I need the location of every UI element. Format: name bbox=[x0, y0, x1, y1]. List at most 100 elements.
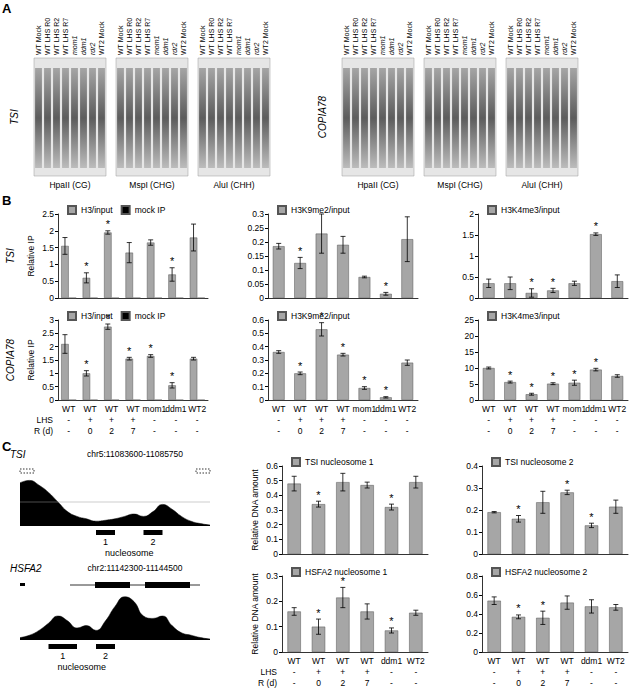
svg-text:mom1: mom1 bbox=[153, 35, 160, 55]
svg-text:WT: WT bbox=[536, 656, 549, 666]
svg-text:*: * bbox=[384, 384, 389, 396]
svg-text:0.3: 0.3 bbox=[466, 483, 478, 493]
svg-text:rdr2: rdr2 bbox=[479, 42, 486, 55]
svg-text:-: - bbox=[616, 415, 619, 425]
svg-text:*: * bbox=[529, 381, 534, 393]
svg-text:mom1: mom1 bbox=[143, 404, 167, 414]
svg-text:5: 5 bbox=[469, 379, 474, 389]
svg-text:WT LHS R0: WT LHS R0 bbox=[44, 18, 51, 55]
svg-text:chr2:11142300-11144500: chr2:11142300-11144500 bbox=[88, 563, 183, 573]
svg-text:+: + bbox=[340, 667, 345, 677]
svg-text:*: * bbox=[316, 607, 321, 619]
svg-text:0.2: 0.2 bbox=[266, 520, 278, 530]
svg-text:+: + bbox=[516, 667, 521, 677]
svg-text:-: - bbox=[384, 415, 387, 425]
svg-text:-: - bbox=[174, 415, 177, 425]
svg-text:0: 0 bbox=[273, 647, 278, 657]
svg-text:WT2 Mock: WT2 Mock bbox=[180, 21, 187, 55]
svg-text:0: 0 bbox=[473, 647, 478, 657]
svg-text:TSI: TSI bbox=[10, 449, 26, 460]
svg-text:0.3: 0.3 bbox=[252, 209, 264, 219]
svg-text:ddm1: ddm1 bbox=[162, 37, 169, 55]
svg-text:0: 0 bbox=[49, 293, 54, 303]
svg-text:WT: WT bbox=[336, 404, 349, 414]
svg-text:+: + bbox=[319, 415, 324, 425]
svg-text:*: * bbox=[541, 599, 546, 611]
svg-text:TSI nucleosome 1: TSI nucleosome 1 bbox=[305, 457, 374, 467]
svg-text:ddm1: ddm1 bbox=[585, 404, 607, 414]
svg-text:-: - bbox=[414, 667, 417, 677]
svg-text:WT: WT bbox=[315, 404, 328, 414]
svg-text:WT: WT bbox=[84, 404, 97, 414]
svg-text:*: * bbox=[594, 220, 599, 232]
svg-text:+: + bbox=[88, 415, 93, 425]
svg-text:AluI (CHH): AluI (CHH) bbox=[521, 180, 562, 190]
svg-text:0: 0 bbox=[49, 395, 54, 405]
svg-text:-: - bbox=[153, 415, 156, 425]
svg-text:0.5: 0.5 bbox=[462, 272, 474, 282]
svg-text:*: * bbox=[106, 218, 111, 230]
svg-text:ddm1: ddm1 bbox=[470, 37, 477, 55]
svg-text:-: - bbox=[67, 426, 70, 436]
svg-text:rdr2: rdr2 bbox=[561, 42, 568, 55]
svg-text:mock IP: mock IP bbox=[135, 311, 166, 321]
svg-text:WT Mock: WT Mock bbox=[35, 25, 42, 55]
svg-text:+: + bbox=[131, 415, 136, 425]
svg-text:COPIA78: COPIA78 bbox=[317, 95, 328, 138]
svg-text:HpaII (CG): HpaII (CG) bbox=[49, 180, 90, 190]
svg-text:2: 2 bbox=[103, 651, 108, 661]
svg-text:-: - bbox=[277, 415, 280, 425]
svg-text:0.5: 0.5 bbox=[42, 382, 54, 392]
svg-text:*: * bbox=[298, 245, 303, 257]
svg-text:1.5: 1.5 bbox=[42, 243, 54, 253]
svg-text:WT LHS R2: WT LHS R2 bbox=[525, 18, 532, 55]
svg-text:0.3: 0.3 bbox=[252, 355, 264, 365]
svg-text:2: 2 bbox=[340, 678, 345, 688]
svg-text:0: 0 bbox=[469, 293, 474, 303]
svg-text:WT Mock: WT Mock bbox=[117, 25, 124, 55]
svg-text:mom1: mom1 bbox=[563, 404, 587, 414]
svg-text:WT: WT bbox=[361, 656, 374, 666]
svg-text:0.25: 0.25 bbox=[247, 223, 264, 233]
svg-text:R (d): R (d) bbox=[258, 678, 277, 688]
svg-text:0: 0 bbox=[316, 678, 321, 688]
svg-text:WT LHS R2: WT LHS R2 bbox=[443, 18, 450, 55]
svg-text:HpaII (CG): HpaII (CG) bbox=[357, 180, 398, 190]
svg-text:-: - bbox=[390, 678, 393, 688]
svg-text:*: * bbox=[565, 478, 570, 490]
svg-text:WT: WT bbox=[504, 404, 517, 414]
svg-text:WT LHS R0: WT LHS R0 bbox=[516, 18, 523, 55]
svg-text:WT LHS R0: WT LHS R0 bbox=[126, 18, 133, 55]
svg-text:0.1: 0.1 bbox=[266, 534, 278, 544]
svg-text:MspI (CHG): MspI (CHG) bbox=[437, 180, 483, 190]
svg-text:WT LHS R7: WT LHS R7 bbox=[144, 18, 151, 55]
svg-text:0.2: 0.2 bbox=[466, 628, 478, 638]
svg-text:+: + bbox=[298, 415, 303, 425]
svg-text:2: 2 bbox=[469, 209, 474, 219]
svg-text:WT LHS R2: WT LHS R2 bbox=[135, 18, 142, 55]
svg-text:1: 1 bbox=[469, 251, 474, 261]
svg-text:3: 3 bbox=[49, 315, 54, 325]
svg-text:nucleosome: nucleosome bbox=[57, 662, 106, 672]
svg-text:-: - bbox=[174, 426, 177, 436]
svg-text:1: 1 bbox=[103, 537, 108, 547]
svg-text:ddm1: ddm1 bbox=[375, 404, 397, 414]
svg-text:0.6: 0.6 bbox=[466, 590, 478, 600]
svg-text:*: * bbox=[551, 276, 556, 288]
svg-text:TSI: TSI bbox=[5, 248, 16, 264]
svg-text:*: * bbox=[572, 368, 577, 380]
svg-text:WT LHS R0: WT LHS R0 bbox=[434, 18, 441, 55]
svg-text:ddm1: ddm1 bbox=[244, 37, 251, 55]
svg-text:*: * bbox=[341, 575, 346, 587]
svg-text:2: 2 bbox=[319, 426, 324, 436]
svg-text:LHS: LHS bbox=[36, 415, 53, 425]
svg-text:0.4: 0.4 bbox=[466, 609, 478, 619]
svg-text:-: - bbox=[293, 667, 296, 677]
svg-text:rdr2: rdr2 bbox=[397, 42, 404, 55]
svg-text:-: - bbox=[590, 667, 593, 677]
svg-text:0: 0 bbox=[273, 549, 278, 559]
svg-text:-: - bbox=[616, 426, 619, 436]
svg-text:0.5: 0.5 bbox=[42, 276, 54, 286]
svg-text:*: * bbox=[127, 345, 132, 357]
svg-text:mom1: mom1 bbox=[71, 35, 78, 55]
